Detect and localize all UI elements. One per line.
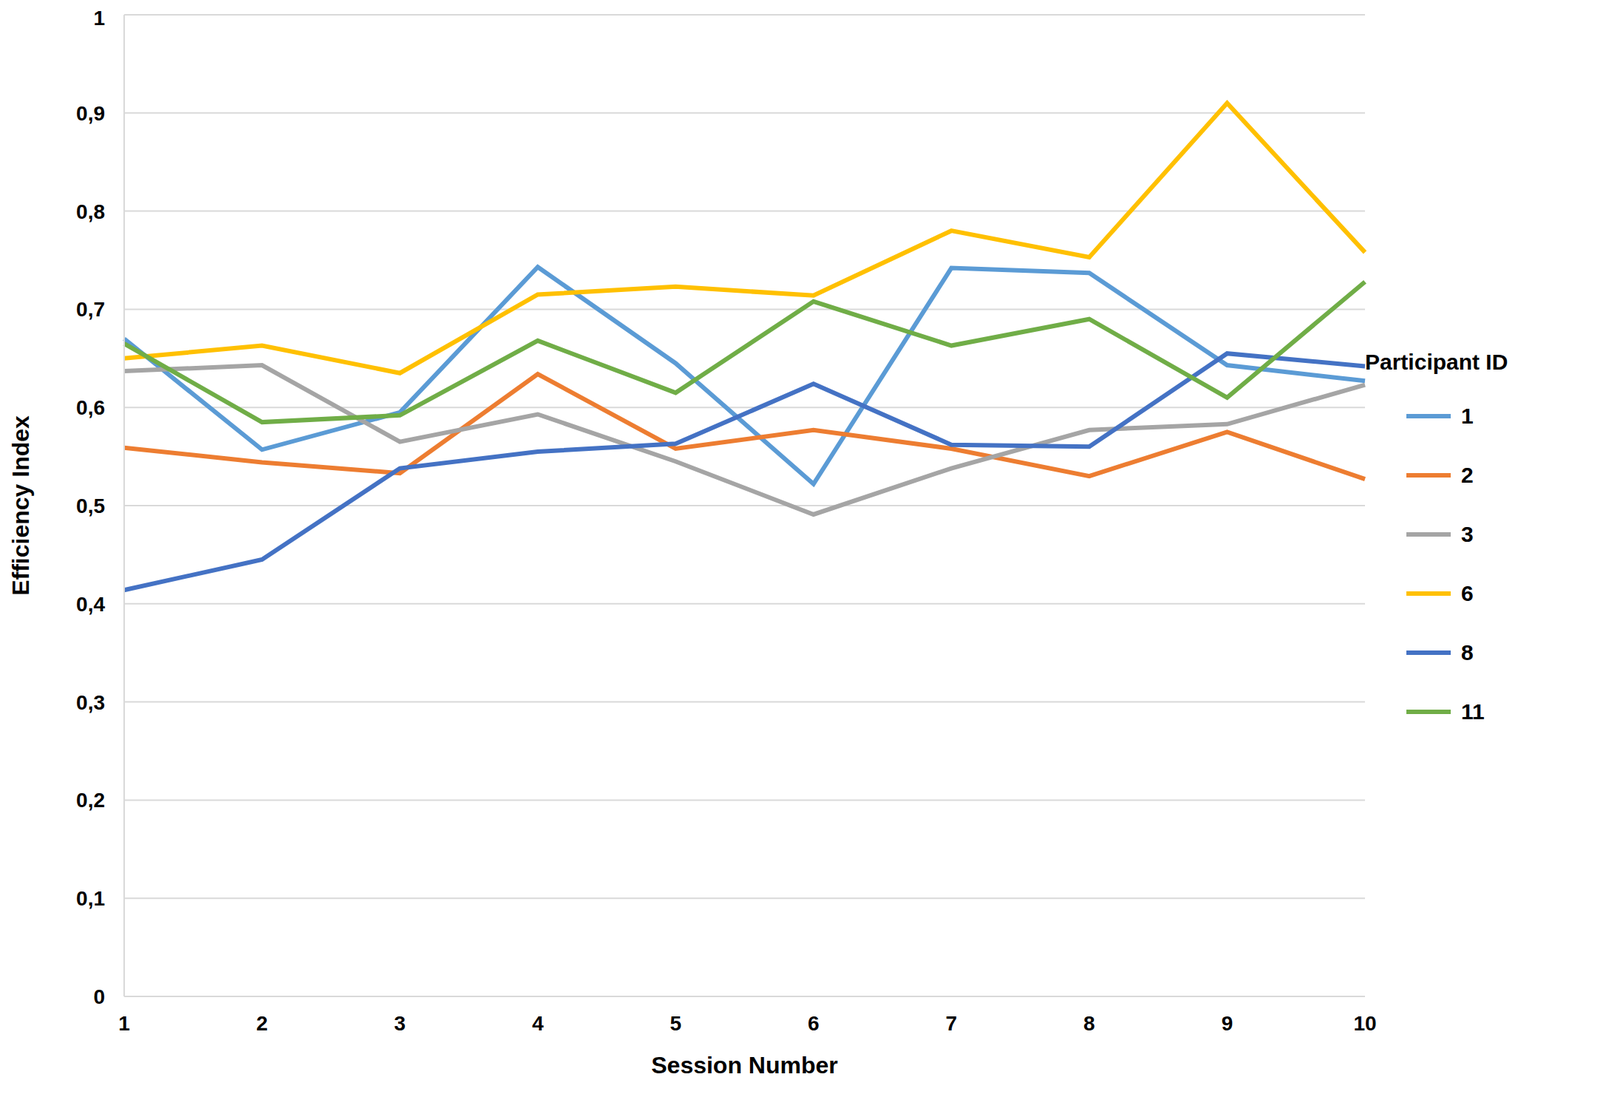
svg-text:3: 3 (393, 1011, 406, 1035)
html-text:2: 2 (1461, 462, 1474, 488)
svg-text:4: 4 (532, 1011, 544, 1035)
svg-text:0,3: 0,3 (76, 690, 105, 714)
svg-text:Session Number: Session Number (651, 1051, 839, 1079)
svg-text:0,9: 0,9 (76, 101, 105, 125)
html-text:1: 1 (1461, 403, 1474, 428)
svg-text:0,7: 0,7 (76, 297, 105, 321)
html-text:11: 11 (1461, 699, 1485, 724)
html-text:Participant ID: Participant ID (1364, 349, 1508, 374)
svg-text:0,1: 0,1 (76, 886, 105, 910)
svg-text:0,5: 0,5 (76, 494, 105, 518)
svg-text:9: 9 (1221, 1011, 1234, 1035)
svg-text:5: 5 (669, 1011, 682, 1035)
html-text:6: 6 (1461, 580, 1474, 606)
svg-text:2: 2 (256, 1011, 269, 1035)
svg-text:1: 1 (118, 1011, 131, 1035)
svg-text:0,2: 0,2 (76, 788, 105, 812)
svg-text:Efficiency Index: Efficiency Index (7, 415, 34, 596)
svg-text:10: 10 (1353, 1011, 1377, 1035)
svg-text:7: 7 (945, 1011, 958, 1035)
svg-text:8: 8 (1083, 1011, 1096, 1035)
html-text:3: 3 (1461, 521, 1474, 547)
svg-text:1: 1 (93, 6, 105, 30)
svg-text:6: 6 (807, 1011, 820, 1035)
svg-text:0: 0 (93, 985, 105, 1009)
svg-text:0,6: 0,6 (76, 396, 105, 420)
svg-text:0,4: 0,4 (76, 592, 105, 616)
html-text:8: 8 (1461, 640, 1474, 665)
svg-text:0,8: 0,8 (76, 200, 105, 224)
